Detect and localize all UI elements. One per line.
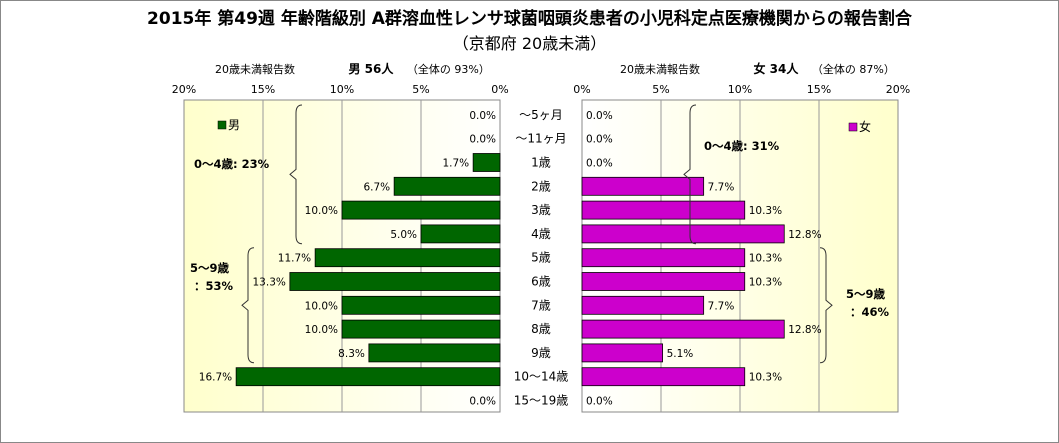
- category-label: 15～19歳: [514, 394, 569, 408]
- male-bar: [235, 367, 501, 387]
- male-0-4-annotation: 0～4歳: 23%: [194, 157, 270, 171]
- female-bar: [581, 367, 746, 387]
- male-tick-label: 15%: [251, 83, 275, 96]
- male-legend-swatch: [217, 120, 227, 130]
- category-label: 9歳: [531, 346, 551, 360]
- male-5-9-annotation-line1: 5～9歳: [190, 261, 230, 275]
- female-tick-label: 10%: [728, 83, 752, 96]
- category-label: 6歳: [531, 275, 551, 289]
- female-value-label: 5.1%: [667, 348, 694, 360]
- female-share: （全体の 87%）: [811, 63, 895, 76]
- male-tick-label: 0%: [491, 83, 508, 96]
- male-header: 20歳未満報告数 男 56人 （全体の 93%）: [215, 60, 490, 77]
- male-bar: [472, 153, 501, 172]
- male-bar: [341, 295, 501, 315]
- male-count-label: 20歳未満報告数: [215, 63, 295, 76]
- male-bar: [420, 224, 501, 244]
- category-label: 3歳: [531, 203, 551, 217]
- female-legend-label: 女: [859, 119, 871, 134]
- female-5-9-annotation-line1: 5～9歳: [846, 287, 886, 301]
- male-tick-label: 10%: [330, 83, 354, 96]
- female-bar: [581, 295, 705, 315]
- female-bar: [581, 272, 746, 291]
- female-bar: [581, 224, 785, 244]
- male-value-label: 10.0%: [305, 300, 338, 312]
- male-value-label: 0.0%: [469, 134, 496, 146]
- male-share: （全体の 93%）: [406, 63, 490, 76]
- male-legend-label: 男: [228, 118, 240, 132]
- female-value-label: 0.0%: [586, 158, 613, 170]
- male-value-label: 10.0%: [305, 205, 338, 217]
- male-value-label: 13.3%: [253, 277, 286, 289]
- female-bar: [581, 343, 663, 363]
- female-value-label: 0.0%: [586, 134, 613, 146]
- female-value-label: 10.3%: [749, 205, 782, 217]
- male-sex-count: 男 56人: [348, 62, 394, 76]
- female-value-label: 12.8%: [788, 229, 821, 241]
- female-bar: [581, 176, 705, 196]
- male-bar: [341, 200, 501, 220]
- male-value-label: 5.0%: [390, 229, 417, 241]
- female-bar: [581, 319, 785, 339]
- male-bar: [393, 176, 501, 196]
- chart-subtitle: （京都府 20歳未満）: [452, 34, 607, 53]
- female-value-label: 7.7%: [708, 300, 735, 312]
- female-sex-count: 女 34人: [753, 62, 799, 76]
- female-header: 20歳未満報告数 女 34人 （全体の 87%）: [620, 60, 895, 77]
- male-value-label: 16.7%: [199, 372, 232, 384]
- female-5-9-bracket: [819, 247, 833, 364]
- male-5-9-annotation-line2: ：53%: [194, 279, 234, 293]
- female-value-label: 10.3%: [749, 277, 782, 289]
- male-value-label: 8.3%: [338, 348, 365, 360]
- female-0-4-annotation: 0～4歳: 31%: [704, 139, 780, 153]
- female-5-9-annotation-line2: ：46%: [850, 305, 890, 319]
- female-tick-label: 15%: [807, 83, 831, 96]
- male-value-label: 10.0%: [305, 324, 338, 336]
- female-bar: [581, 200, 746, 220]
- category-label: 4歳: [531, 227, 551, 241]
- category-label: 10～14歳: [514, 370, 569, 384]
- category-label: 5歳: [531, 251, 551, 265]
- male-bar: [289, 272, 501, 291]
- male-5-9-bracket: [241, 247, 255, 364]
- male-value-label: 6.7%: [363, 181, 390, 193]
- female-legend-swatch: [848, 122, 858, 132]
- male-bar: [314, 248, 501, 268]
- female-bar: [581, 248, 746, 268]
- category-label: ～5ヶ月: [519, 108, 563, 122]
- male-tick-label: 5%: [412, 83, 429, 96]
- female-value-label: 7.7%: [708, 181, 735, 193]
- male-bar: [368, 343, 501, 363]
- category-label: 1歳: [531, 156, 551, 170]
- male-tick-label: 20%: [172, 83, 196, 96]
- female-value-label: 10.3%: [749, 372, 782, 384]
- male-value-label: 0.0%: [469, 396, 496, 408]
- male-bar: [341, 319, 501, 339]
- category-label: 7歳: [531, 298, 551, 312]
- male-value-label: 11.7%: [278, 253, 311, 265]
- female-tick-label: 0%: [573, 83, 590, 96]
- category-label: ～11ヶ月: [515, 132, 566, 146]
- male-value-label: 1.7%: [442, 158, 469, 170]
- female-tick-label: 5%: [652, 83, 669, 96]
- female-value-label: 0.0%: [586, 396, 613, 408]
- category-label: 8歳: [531, 322, 551, 336]
- female-count-label: 20歳未満報告数: [620, 63, 700, 76]
- male-0-4-bracket: [289, 104, 303, 245]
- female-tick-label: 20%: [886, 83, 910, 96]
- category-label: 2歳: [531, 179, 551, 193]
- female-value-label: 0.0%: [586, 110, 613, 122]
- male-value-label: 0.0%: [469, 110, 496, 122]
- chart-title: 2015年 第49週 年齢階級別 A群溶血性レンサ球菌咽頭炎患者の小児科定点医療…: [147, 9, 912, 29]
- female-value-label: 12.8%: [788, 324, 821, 336]
- female-0-4-bracket: [683, 104, 697, 245]
- female-value-label: 10.3%: [749, 253, 782, 265]
